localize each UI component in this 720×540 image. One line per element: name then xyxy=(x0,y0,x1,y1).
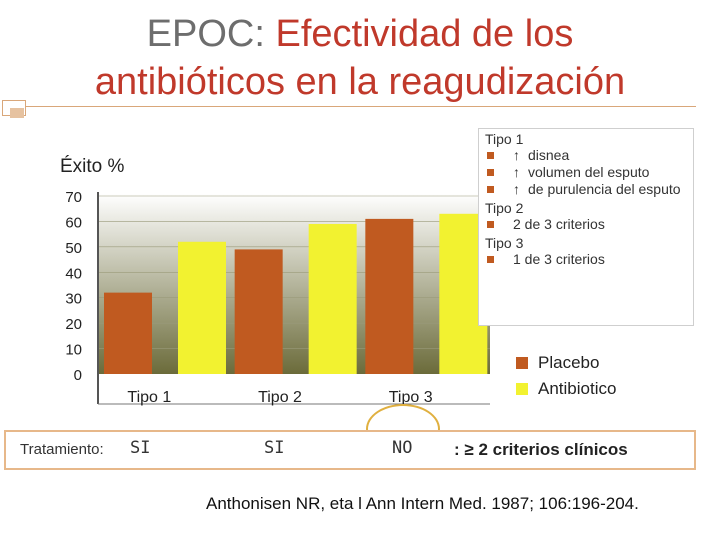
x-tick-label: Tipo 3 xyxy=(389,389,433,406)
x-tick-label: Tipo 1 xyxy=(127,389,171,406)
criteria-list-3: 1 de 3 criterios xyxy=(479,251,693,268)
criteria-item: ↑ de purulencia del esputo xyxy=(483,181,693,198)
y-tick-label: 20 xyxy=(65,316,82,333)
criteria-item: 1 de 3 criterios xyxy=(483,251,693,268)
series-legend: Placebo Antibiotico xyxy=(516,350,616,402)
treatment-note: : ≥ 2 criterios clínicos xyxy=(454,440,628,459)
legend-label-placebo: Placebo xyxy=(538,353,600,372)
criteria-text: 2 de 3 criterios xyxy=(513,216,605,232)
bar-placebo-1 xyxy=(104,292,152,374)
criteria-list-1: ↑ disnea ↑ volumen del esputo ↑ de purulencia… xyxy=(479,147,693,198)
y-tick-label: 40 xyxy=(65,265,82,282)
title-divider xyxy=(26,106,696,107)
legend-swatch-antibiotico xyxy=(516,383,528,395)
title-line2: antibióticos en la reagudización xyxy=(94,61,626,103)
criteria-item: ↑ volumen del esputo xyxy=(483,164,693,181)
y-tick-label: 70 xyxy=(65,189,82,206)
criteria-list-2: 2 de 3 criterios xyxy=(479,216,693,233)
criteria-text: 1 de 3 criterios xyxy=(513,251,605,267)
legend-label-antibiotico: Antibiotico xyxy=(538,379,617,398)
criteria-item: 2 de 3 criterios xyxy=(483,216,693,233)
criteria-item: ↑ disnea xyxy=(483,147,693,164)
treatment-row: Tratamiento: SI SI NO : ≥ 2 criterios cl… xyxy=(4,430,696,470)
up-arrow-icon: ↑ xyxy=(513,147,520,163)
treatment-value-tipo1: SI xyxy=(130,438,151,458)
criteria-text: disnea xyxy=(528,147,570,163)
criteria-group-2: Tipo 2 xyxy=(485,200,524,216)
x-tick-label: Tipo 2 xyxy=(258,389,302,406)
y-tick-label: 50 xyxy=(65,240,82,257)
criteria-text: volumen del esputo xyxy=(528,164,650,180)
title-lead: EPOC: xyxy=(146,13,265,55)
decorative-box-fill xyxy=(10,108,24,118)
y-tick-label: 10 xyxy=(65,342,82,359)
citation: Anthonisen NR, eta l Ann Intern Med. 198… xyxy=(206,494,639,513)
legend-swatch-placebo xyxy=(516,357,528,369)
up-arrow-icon: ↑ xyxy=(513,164,520,180)
plot-background xyxy=(98,194,490,374)
legend-entry-antibiotico: Antibiotico xyxy=(516,376,616,402)
y-tick-label: 0 xyxy=(74,367,82,384)
bar-antibiotico-2 xyxy=(308,223,357,374)
title-rest-line1: Efectividad de los xyxy=(275,13,574,55)
bar-placebo-3 xyxy=(365,218,414,374)
bar-antibiotico-1 xyxy=(178,241,226,374)
bar-placebo-2 xyxy=(234,249,283,374)
criteria-group-3: Tipo 3 xyxy=(485,235,524,251)
treatment-value-tipo2: SI xyxy=(264,438,285,458)
up-arrow-icon: ↑ xyxy=(513,181,520,197)
bar-chart: 70 60 50 40 30 20 10 0 Tipo 1 Tipo 2 Tipo 3 xyxy=(65,189,490,406)
treatment-value-tipo3: NO xyxy=(392,438,413,458)
legend-entry-placebo: Placebo xyxy=(516,350,616,376)
y-axis-label: Éxito % xyxy=(60,156,125,177)
criteria-legend: Tipo 1 ↑ disnea ↑ volumen del esputo ↑ de puru… xyxy=(478,128,694,326)
y-tick-label: 30 xyxy=(65,291,82,308)
criteria-group-1: Tipo 1 xyxy=(485,131,524,147)
y-tick-label: 60 xyxy=(65,214,82,231)
slide-title: EPOC: Efectividad de los antibióticos en… xyxy=(40,10,680,106)
treatment-label: Tratamiento: xyxy=(20,441,104,458)
criteria-text: de purulencia del esputo xyxy=(528,181,681,197)
